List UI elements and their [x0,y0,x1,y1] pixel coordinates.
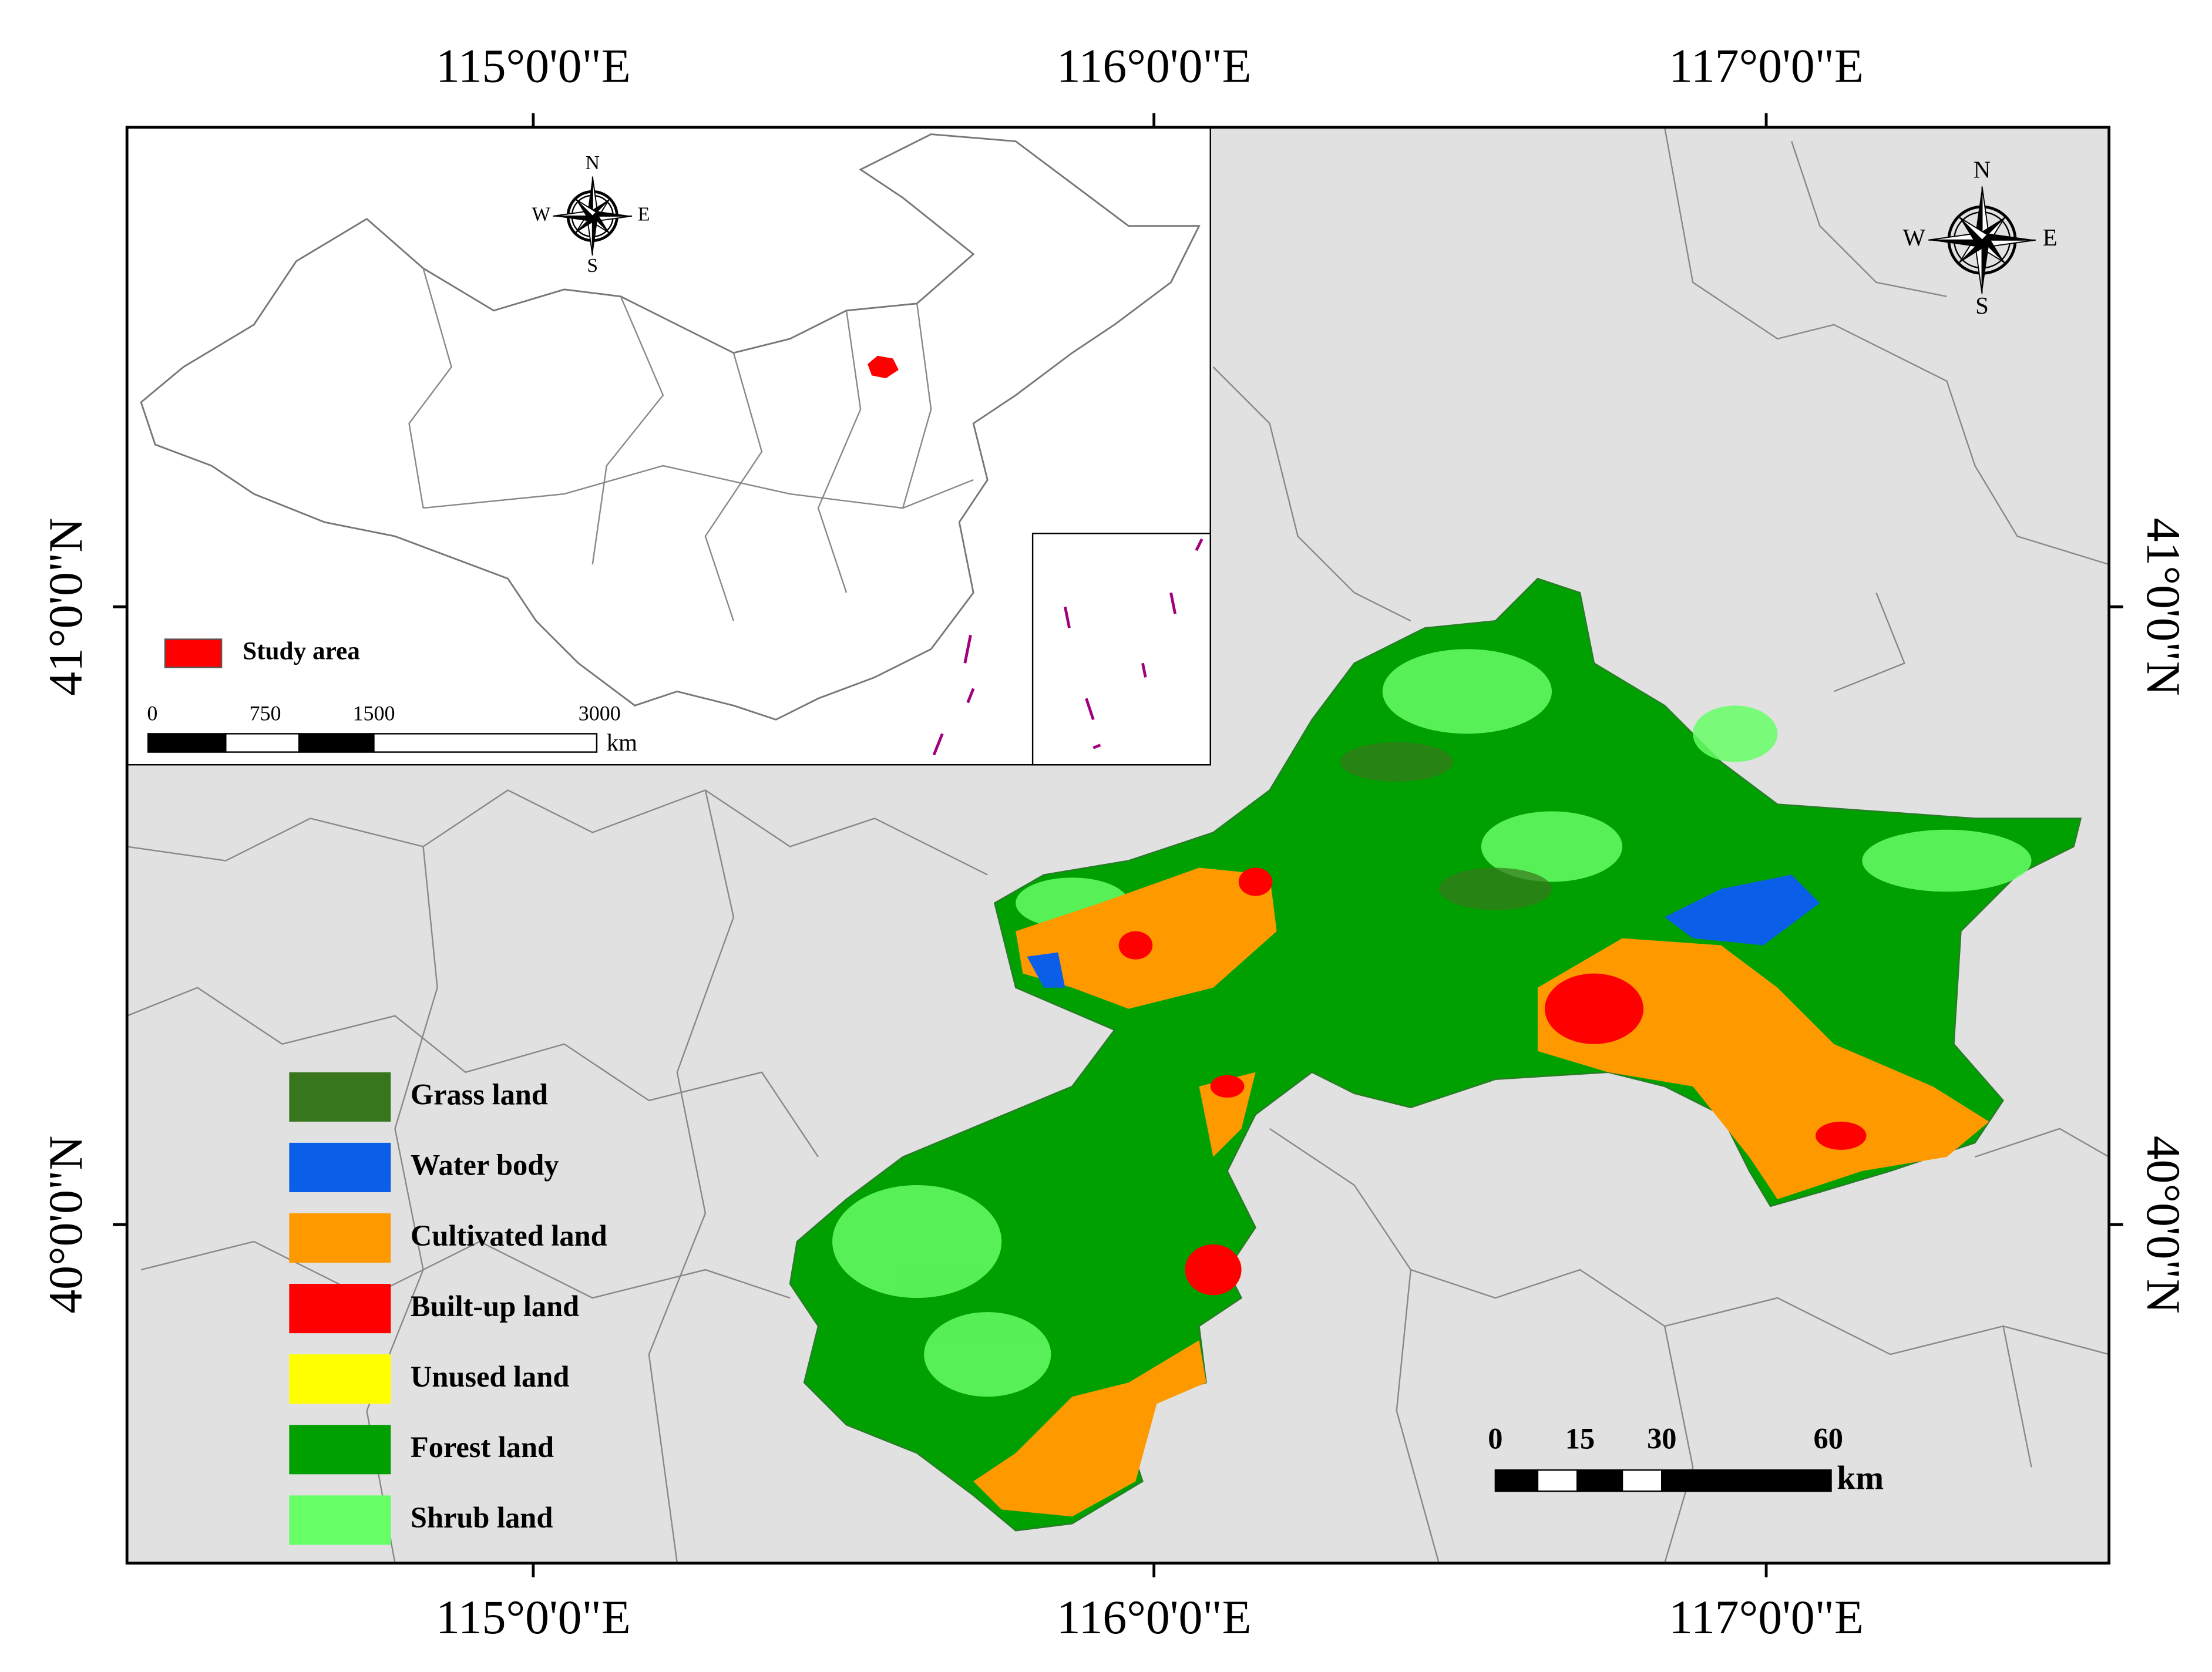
scale-bar [1494,1469,1832,1492]
scale-label: 60 [1814,1422,1843,1455]
compass-letter: E [638,204,650,226]
legend-swatch [289,1495,391,1545]
inset-scale-label: 3000 [579,701,621,725]
latitude-label: 40°0'0"N [2137,1136,2190,1314]
latitude-label: 40°0'0"N [39,1136,92,1314]
compass-point [576,199,593,220]
compass-point [587,176,593,216]
compass-point [592,216,599,256]
compass: N S E W [1902,156,2057,319]
scale-unit: km [1837,1460,1884,1497]
compass-point [1928,240,1982,248]
scale-label: 15 [1565,1422,1595,1455]
scale-label: 30 [1647,1422,1676,1455]
boundaries [126,127,2110,1563]
compass-letter: W [1902,224,1925,251]
longitude-label: 116°0'0"E [1057,39,1252,92]
compass-letter: S [587,255,598,277]
inset-scale-label: 0 [147,701,157,725]
longitude-label: 117°0'0"E [1669,39,1864,92]
compass: N S E W [532,152,650,277]
longitude-label: 115°0'0"E [436,39,631,92]
frame-ticks [113,113,2123,1577]
legend-swatch [289,1354,391,1404]
inset-map: Study area 0 750 1500 3000 km [126,126,1211,766]
compass-point [1959,217,1989,241]
legend-label: Built-up land [411,1290,579,1323]
legend-swatch [289,1213,391,1263]
compass-letter: N [586,152,600,174]
latitude-label: 41°0'0"N [2137,518,2190,696]
inset-legend-swatch [164,638,223,668]
legend-swatch [289,1425,391,1475]
compass-point [1974,186,1982,240]
compass-letter: N [1974,156,1991,183]
inset-legend-label: Study area [243,637,360,665]
legend-swatch [289,1142,391,1192]
longitude-label: 115°0'0"E [436,1590,631,1644]
study-area [789,577,2082,1532]
legend-label: Unused land [411,1360,569,1393]
compass-point [575,199,597,217]
longitude-label: 117°0'0"E [1669,1590,1864,1644]
legend-swatch [289,1072,391,1122]
legend-label: Shrub land [411,1501,553,1534]
inset-scale-label: 750 [250,701,281,725]
inset-scale-unit: km [607,729,637,756]
compass-point [1982,240,1990,294]
compass-point [592,210,632,216]
inset-scale-label: 1500 [352,701,395,725]
scale-label: 0 [1488,1422,1502,1455]
compass-point [553,216,593,222]
inset-scale-bar [147,733,598,753]
latitude-label: 41°0'0"N [39,518,92,696]
legend-label: Forest land [411,1431,554,1464]
compass-letter: W [532,204,550,226]
compass-letter: E [2043,224,2058,251]
legend-label: Water body [411,1149,559,1182]
legend-label: Cultivated land [411,1219,607,1252]
legend-label: Grass land [411,1078,548,1111]
compass-letter: S [1975,292,1989,319]
longitude-label: 116°0'0"E [1057,1590,1252,1644]
legend-swatch [289,1284,391,1334]
map-frame [125,126,2111,1565]
legend: Grass land Water body Cultivated land Built… [289,1072,607,1545]
compass-point [1959,217,1982,245]
